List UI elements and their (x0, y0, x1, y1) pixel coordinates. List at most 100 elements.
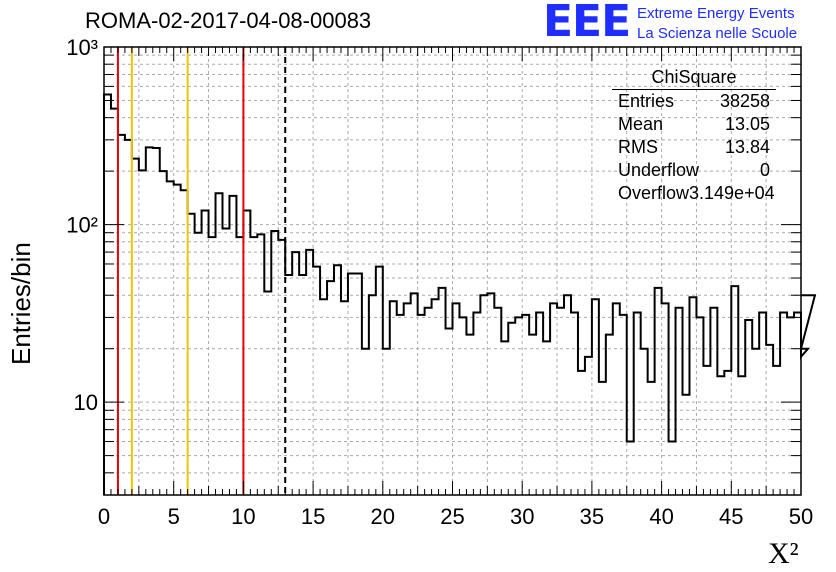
histogram-bin (243, 211, 250, 495)
stats-value: 13.84 (724, 137, 770, 157)
histogram-bin (662, 303, 669, 495)
histogram-bin (487, 293, 494, 495)
histogram-bin (111, 109, 118, 495)
stats-label: Overflow (618, 183, 690, 203)
histogram-bin (306, 250, 313, 495)
stats-value: 13.05 (724, 114, 770, 134)
histogram-bin (222, 229, 229, 495)
histogram-bars (103, 93, 817, 495)
histogram-bin (376, 267, 383, 495)
histogram-bin (299, 275, 306, 495)
x-tick-label: 45 (719, 504, 743, 529)
histogram-bin (731, 286, 738, 495)
x-tick-label: 15 (301, 504, 325, 529)
y-axis-ticks: 10 10² 10³ (66, 35, 801, 496)
histogram-bin (313, 267, 320, 495)
histogram-bin (543, 341, 550, 495)
x-tick-label: 30 (510, 504, 534, 529)
histogram-bin (620, 315, 627, 495)
histogram-bin (473, 312, 480, 495)
histogram-bin (397, 315, 404, 495)
histogram-bin (501, 341, 508, 495)
stats-row-underflow: Underflow 0 (612, 159, 776, 182)
histogram-bin (216, 193, 223, 495)
histogram-bin (592, 299, 599, 495)
brand-line-2: La Scienza nelle Scuole (637, 25, 798, 42)
histogram-bin (508, 323, 515, 495)
histogram-bin (118, 135, 125, 495)
histogram-bin (271, 231, 278, 495)
histogram-bin (689, 297, 696, 495)
histogram-bin (229, 196, 236, 495)
histogram-bin (717, 376, 724, 495)
histogram-bin (648, 382, 655, 495)
brand-line-1: Extreme Energy Events (637, 5, 795, 22)
histogram-bin (738, 376, 745, 495)
histogram-bin (752, 349, 759, 495)
histogram-bin (641, 349, 648, 495)
histogram-bin (453, 303, 460, 495)
histogram-bin (710, 308, 717, 495)
histogram-bin (264, 291, 271, 495)
histogram-bin (132, 159, 139, 495)
histogram-bin (383, 349, 390, 495)
reference-lines (116, 47, 287, 495)
histogram-bin (292, 252, 299, 495)
histogram-bin (529, 335, 536, 495)
histogram-bin (480, 295, 487, 495)
histogram-bin (146, 147, 153, 495)
stats-label: Mean (618, 114, 664, 134)
histogram-bin (466, 335, 473, 495)
histogram-bin (257, 234, 264, 495)
histogram-bin (522, 315, 529, 495)
histogram-bin (446, 328, 453, 495)
x-tick-label: 25 (440, 504, 464, 529)
histogram-bin (564, 295, 571, 495)
stats-label: Entries (618, 91, 675, 111)
histogram-bin (634, 312, 641, 495)
histogram-bin (181, 190, 188, 495)
histogram-bin (153, 148, 160, 495)
histogram-bin (278, 240, 285, 495)
histogram-bin (250, 237, 257, 495)
histogram-bin (724, 371, 731, 495)
histogram-bin (794, 312, 801, 495)
histogram-bin (411, 293, 418, 495)
histogram-bin (160, 171, 167, 495)
histogram-bin (327, 281, 334, 495)
histogram-bin (745, 320, 752, 495)
stats-value: 3.149e+04 (689, 183, 775, 203)
stats-row-rms: RMS 13.84 (612, 136, 776, 159)
histogram-bin (669, 442, 676, 495)
histogram-bin (209, 237, 216, 495)
x-tick-label: 35 (580, 504, 604, 529)
histogram-bin (676, 308, 683, 495)
x-axis-label: X² (768, 537, 799, 570)
histogram-bin (236, 237, 243, 495)
histogram-bin (759, 312, 766, 495)
histogram-bin (696, 317, 703, 495)
x-tick-label: 20 (371, 504, 395, 529)
stats-label: Underflow (618, 160, 700, 180)
y-tick-label: 10³ (66, 35, 98, 60)
stats-value: 0 (759, 160, 770, 180)
histogram-bin (613, 303, 620, 495)
histogram-bin (355, 274, 362, 495)
histogram-bin (606, 335, 613, 495)
histogram-bin (536, 312, 543, 495)
x-tick-label: 5 (168, 504, 180, 529)
histogram-bin (334, 265, 341, 495)
histogram-bin (787, 317, 794, 495)
stats-row-overflow: Overflow 3.149e+04 (612, 182, 776, 205)
plot-title: ROMA-02-2017-04-08-00083 (85, 8, 372, 33)
histogram-bin (369, 295, 376, 495)
histogram-bin (703, 366, 710, 495)
x-tick-label: 0 (98, 504, 110, 529)
y-axis-label: Entries/bin (6, 242, 36, 365)
grid-lines (104, 47, 801, 495)
histogram-bin (362, 349, 369, 495)
statistics-box: ChiSquare Entries 38258 Mean 13.05 RMS 1… (612, 66, 776, 205)
histogram-bin (285, 275, 292, 495)
stats-label: RMS (618, 137, 658, 157)
histogram-bin (390, 301, 397, 495)
